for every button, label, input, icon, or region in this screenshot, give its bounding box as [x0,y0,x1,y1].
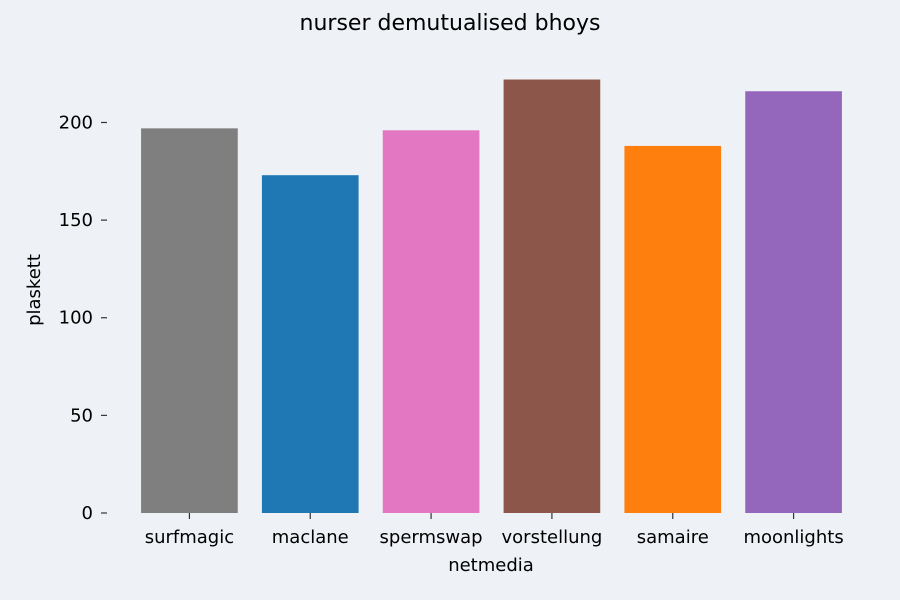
bar-surfmagic [141,128,238,513]
y-axis-label: plaskett [24,254,45,326]
y-tick-label: 150 [59,210,93,231]
x-tick-label: surfmagic [145,527,234,548]
chart-title: nurser demutualised bhoys [300,11,601,36]
y-axis: 0 50 100 150 200 [59,112,107,524]
y-tick-label: 0 [82,503,93,524]
x-tick-label: samaire [637,527,709,548]
bars [141,79,842,514]
y-tick-label: 100 [59,308,93,329]
x-tick-label: vorstellung [502,527,603,548]
x-axis-label: netmedia [448,555,534,576]
x-tick-label: maclane [272,527,349,548]
bar-maclane [261,175,359,514]
x-tick-label: spermswap [380,527,483,548]
bar-spermswap [382,130,480,514]
x-axis: surfmagic maclane spermswap vorstellung sama… [145,513,844,548]
bar-samaire [624,145,722,513]
y-tick-label: 50 [70,405,93,426]
bar-vorstellung [503,79,601,513]
bar-moonlights [745,91,842,513]
y-tick-label: 200 [59,112,93,133]
x-tick-label: moonlights [743,527,843,548]
